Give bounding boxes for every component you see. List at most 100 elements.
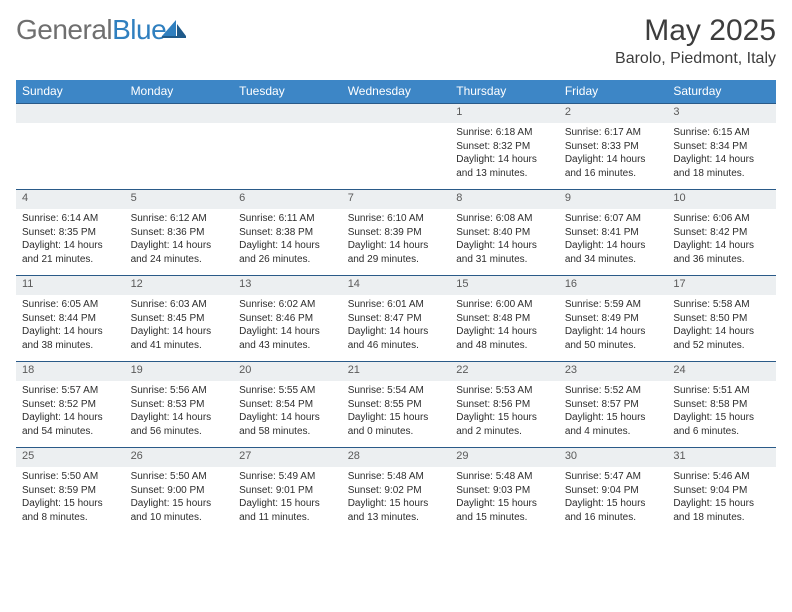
sunrise-text: Sunrise: 6:05 AM (22, 298, 119, 312)
day-cell: Sunrise: 6:02 AMSunset: 8:46 PMDaylight:… (233, 295, 342, 362)
week-daynum-row: 45678910 (16, 190, 776, 210)
daylight-text: Daylight: 14 hours and 34 minutes. (565, 239, 662, 266)
day-number: 3 (667, 104, 776, 124)
sunrise-text: Sunrise: 5:55 AM (239, 384, 336, 398)
daylight-text: Daylight: 14 hours and 50 minutes. (565, 325, 662, 352)
sunrise-text: Sunrise: 5:51 AM (673, 384, 770, 398)
sunrise-text: Sunrise: 6:17 AM (565, 126, 662, 140)
sunset-text: Sunset: 9:04 PM (673, 484, 770, 498)
week-daynum-row: 123 (16, 104, 776, 124)
day-number: 16 (559, 276, 668, 296)
daylight-text: Daylight: 15 hours and 11 minutes. (239, 497, 336, 524)
sunset-text: Sunset: 8:53 PM (131, 398, 228, 412)
sunrise-text: Sunrise: 6:07 AM (565, 212, 662, 226)
day-header: Monday (125, 80, 234, 104)
day-header: Saturday (667, 80, 776, 104)
day-number: 31 (667, 448, 776, 468)
day-number: 30 (559, 448, 668, 468)
day-header: Friday (559, 80, 668, 104)
daylight-text: Daylight: 14 hours and 48 minutes. (456, 325, 553, 352)
sunrise-text: Sunrise: 5:48 AM (348, 470, 445, 484)
daylight-text: Daylight: 15 hours and 10 minutes. (131, 497, 228, 524)
sunset-text: Sunset: 8:55 PM (348, 398, 445, 412)
sunrise-text: Sunrise: 6:00 AM (456, 298, 553, 312)
day-cell (125, 123, 234, 190)
day-cell (233, 123, 342, 190)
logo-sail-icon (162, 18, 188, 43)
daylight-text: Daylight: 14 hours and 54 minutes. (22, 411, 119, 438)
daylight-text: Daylight: 14 hours and 26 minutes. (239, 239, 336, 266)
day-cell: Sunrise: 5:49 AMSunset: 9:01 PMDaylight:… (233, 467, 342, 533)
day-cell: Sunrise: 5:48 AMSunset: 9:02 PMDaylight:… (342, 467, 451, 533)
sunrise-text: Sunrise: 5:46 AM (673, 470, 770, 484)
month-title: May 2025 (615, 14, 776, 48)
daylight-text: Daylight: 14 hours and 18 minutes. (673, 153, 770, 180)
daylight-text: Daylight: 14 hours and 16 minutes. (565, 153, 662, 180)
day-cell: Sunrise: 5:50 AMSunset: 8:59 PMDaylight:… (16, 467, 125, 533)
sunrise-text: Sunrise: 6:03 AM (131, 298, 228, 312)
day-number: 9 (559, 190, 668, 210)
day-cell: Sunrise: 6:17 AMSunset: 8:33 PMDaylight:… (559, 123, 668, 190)
sunset-text: Sunset: 9:01 PM (239, 484, 336, 498)
day-number: 22 (450, 362, 559, 382)
sunset-text: Sunset: 8:35 PM (22, 226, 119, 240)
daylight-text: Daylight: 14 hours and 41 minutes. (131, 325, 228, 352)
day-number: 1 (450, 104, 559, 124)
sunset-text: Sunset: 8:38 PM (239, 226, 336, 240)
daylight-text: Daylight: 14 hours and 56 minutes. (131, 411, 228, 438)
sunset-text: Sunset: 8:33 PM (565, 140, 662, 154)
daylight-text: Daylight: 14 hours and 21 minutes. (22, 239, 119, 266)
day-cell: Sunrise: 5:53 AMSunset: 8:56 PMDaylight:… (450, 381, 559, 448)
daylight-text: Daylight: 14 hours and 58 minutes. (239, 411, 336, 438)
sunset-text: Sunset: 8:40 PM (456, 226, 553, 240)
sunrise-text: Sunrise: 5:47 AM (565, 470, 662, 484)
day-number: 4 (16, 190, 125, 210)
daylight-text: Daylight: 14 hours and 43 minutes. (239, 325, 336, 352)
day-number: 25 (16, 448, 125, 468)
day-number: 13 (233, 276, 342, 296)
day-header: Tuesday (233, 80, 342, 104)
day-header: Sunday (16, 80, 125, 104)
daylight-text: Daylight: 14 hours and 52 minutes. (673, 325, 770, 352)
daylight-text: Daylight: 14 hours and 31 minutes. (456, 239, 553, 266)
sunset-text: Sunset: 9:00 PM (131, 484, 228, 498)
day-cell: Sunrise: 6:03 AMSunset: 8:45 PMDaylight:… (125, 295, 234, 362)
day-header: Wednesday (342, 80, 451, 104)
sunset-text: Sunset: 8:57 PM (565, 398, 662, 412)
day-number (125, 104, 234, 124)
sunrise-text: Sunrise: 6:18 AM (456, 126, 553, 140)
sunset-text: Sunset: 8:59 PM (22, 484, 119, 498)
location-subtitle: Barolo, Piedmont, Italy (615, 50, 776, 68)
day-number: 27 (233, 448, 342, 468)
logo-text-part2: Blue (112, 14, 166, 45)
logo-text: GeneralBlue (16, 14, 166, 46)
day-number: 23 (559, 362, 668, 382)
sunset-text: Sunset: 9:04 PM (565, 484, 662, 498)
calendar-header-row: SundayMondayTuesdayWednesdayThursdayFrid… (16, 80, 776, 104)
day-number: 26 (125, 448, 234, 468)
day-number: 5 (125, 190, 234, 210)
day-cell: Sunrise: 6:05 AMSunset: 8:44 PMDaylight:… (16, 295, 125, 362)
week-daynum-row: 11121314151617 (16, 276, 776, 296)
daylight-text: Daylight: 14 hours and 46 minutes. (348, 325, 445, 352)
sunrise-text: Sunrise: 5:57 AM (22, 384, 119, 398)
sunset-text: Sunset: 8:49 PM (565, 312, 662, 326)
sunrise-text: Sunrise: 5:52 AM (565, 384, 662, 398)
sunset-text: Sunset: 8:39 PM (348, 226, 445, 240)
sunset-text: Sunset: 8:50 PM (673, 312, 770, 326)
day-number (342, 104, 451, 124)
daylight-text: Daylight: 15 hours and 16 minutes. (565, 497, 662, 524)
day-cell: Sunrise: 6:18 AMSunset: 8:32 PMDaylight:… (450, 123, 559, 190)
calendar-table: SundayMondayTuesdayWednesdayThursdayFrid… (16, 80, 776, 533)
sunset-text: Sunset: 9:03 PM (456, 484, 553, 498)
day-number: 29 (450, 448, 559, 468)
day-cell: Sunrise: 6:08 AMSunset: 8:40 PMDaylight:… (450, 209, 559, 276)
day-cell: Sunrise: 5:51 AMSunset: 8:58 PMDaylight:… (667, 381, 776, 448)
sunset-text: Sunset: 8:52 PM (22, 398, 119, 412)
sunrise-text: Sunrise: 6:11 AM (239, 212, 336, 226)
sunrise-text: Sunrise: 5:58 AM (673, 298, 770, 312)
sunrise-text: Sunrise: 5:50 AM (131, 470, 228, 484)
day-cell: Sunrise: 5:47 AMSunset: 9:04 PMDaylight:… (559, 467, 668, 533)
daylight-text: Daylight: 14 hours and 29 minutes. (348, 239, 445, 266)
week-daynum-row: 25262728293031 (16, 448, 776, 468)
